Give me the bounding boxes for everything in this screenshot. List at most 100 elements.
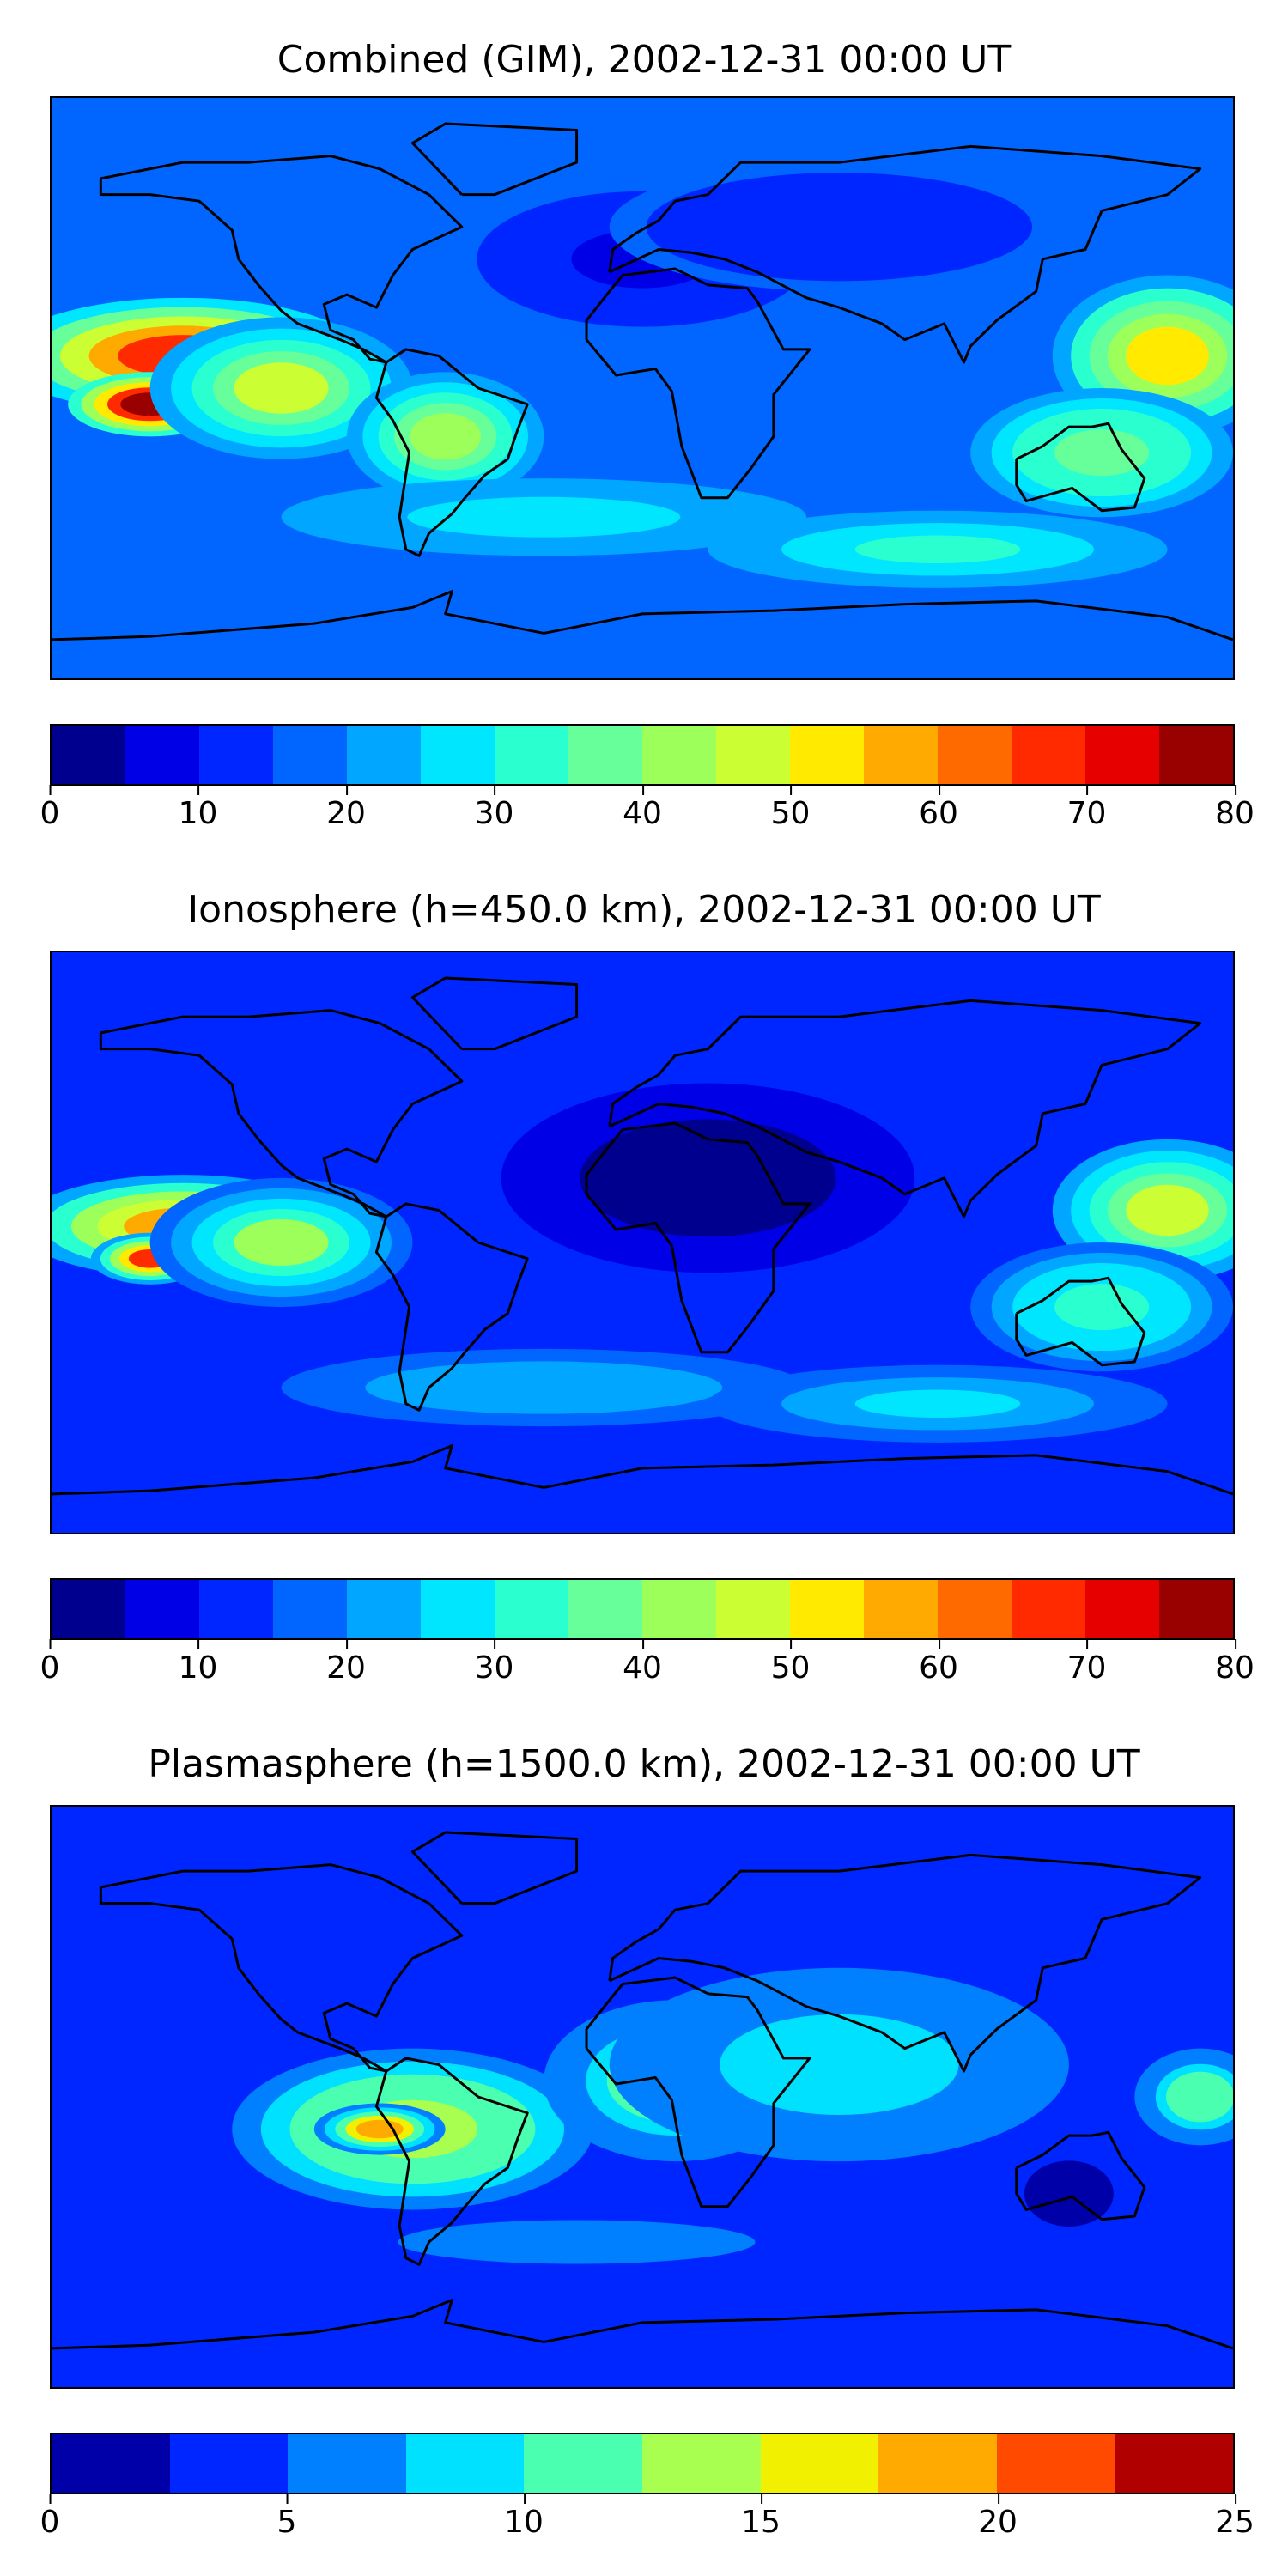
colorbar-swatch — [878, 2434, 997, 2493]
coastline — [410, 976, 579, 1051]
colorbar-tick-label: 40 — [623, 785, 662, 831]
coastline — [410, 122, 579, 197]
colorbar-tick-label: 50 — [770, 785, 811, 831]
tec-contour — [756, 2029, 922, 2100]
colorbar-swatch — [52, 726, 125, 784]
tec-contour — [756, 204, 922, 251]
tec-contour — [854, 1389, 1021, 1419]
colorbar-tick-label: 70 — [1066, 1639, 1107, 1686]
tec-contour — [619, 1137, 797, 1219]
colorbar-swatch — [938, 1580, 1012, 1638]
colorbar-tick-label: 10 — [504, 2494, 544, 2540]
coastline — [99, 1009, 464, 1218]
panel-combined: Combined (GIM), 2002-12-31 00:00 UT 0 10 2… — [0, 0, 1288, 859]
coastline — [608, 144, 1202, 364]
colorbar-swatch — [1159, 726, 1233, 784]
tec-contour — [854, 535, 1021, 564]
coastline — [1015, 1276, 1146, 1367]
colorbar-swatch — [495, 726, 568, 784]
colorbar-swatch — [1159, 1580, 1233, 1638]
tec-contour — [1054, 1284, 1150, 1331]
colorbar-tick-label: 50 — [770, 1639, 811, 1686]
colorbar-swatch — [641, 2434, 761, 2493]
tec-contour — [1176, 2079, 1224, 2115]
colorbar — [50, 1578, 1235, 1640]
colorbar-swatch — [347, 726, 421, 784]
coastline — [99, 1863, 464, 2073]
colorbar — [50, 2433, 1235, 2494]
colorbar-swatch — [125, 726, 199, 784]
tec-map — [50, 951, 1235, 1534]
panel-title: Combined (GIM), 2002-12-31 00:00 UT — [276, 38, 1012, 82]
coastline — [374, 1202, 529, 1412]
colorbar-swatch — [996, 2434, 1115, 2493]
colorbar-tick-label: 10 — [178, 1639, 218, 1686]
coastline — [52, 2299, 1233, 2350]
panel-ionosphere: Ionosphere (h=450.0 km), 2002-12-31 00:0… — [40, 888, 1255, 1703]
colorbar-tick-label: 30 — [474, 1639, 514, 1686]
tec-map — [50, 1805, 1235, 2389]
colorbar-swatch — [760, 2434, 879, 2493]
colorbar-swatch — [1012, 1580, 1085, 1638]
colorbar-tick-label: 30 — [474, 785, 514, 831]
colorbar-swatch — [405, 2434, 525, 2493]
coastline — [374, 2057, 529, 2266]
colorbar-swatch — [1085, 1580, 1159, 1638]
colorbar-ticks: 0 10 20 30 40 50 60 70 80 — [40, 1639, 1255, 1703]
colorbar-tick-label: 0 — [39, 2494, 60, 2540]
map-svg — [52, 952, 1233, 1533]
colorbar-swatch — [716, 726, 790, 784]
colorbar-tick-label: 60 — [919, 1639, 958, 1686]
panel-title: Ionosphere (h=450.0 km), 2002-12-31 00:0… — [187, 888, 1101, 932]
colorbar-tick-label: 0 — [39, 785, 60, 831]
colorbar-swatch — [169, 2434, 289, 2493]
tec-contour — [1054, 429, 1150, 477]
colorbar-tick-label: 5 — [276, 2494, 297, 2540]
colorbar-swatch — [642, 1580, 716, 1638]
colorbar-tick-label: 25 — [1215, 2494, 1255, 2540]
colorbar-swatch — [790, 1580, 864, 1638]
colorbar-tick-label: 40 — [623, 1639, 662, 1686]
colorbar-ticks: 0 5 10 15 20 25 — [40, 2494, 1255, 2557]
colorbar-tick-label: 15 — [741, 2494, 781, 2540]
colorbar-tick-label: 60 — [919, 785, 958, 831]
colorbar-tick-label: 10 — [178, 785, 218, 831]
colorbar-swatch — [524, 2434, 642, 2493]
colorbar-swatch — [642, 726, 716, 784]
coastline — [52, 590, 1233, 641]
colorbar-tick-label: 80 — [1215, 1639, 1255, 1686]
map-svg — [52, 1807, 1233, 2387]
tec-contour — [482, 2230, 671, 2254]
colorbar-swatch — [1085, 726, 1159, 784]
colorbar-ticks: 0 10 20 30 40 50 60 70 80 — [40, 785, 1255, 848]
colorbar-swatch — [199, 726, 273, 784]
colorbar-swatch — [568, 1580, 642, 1638]
colorbar-swatch — [273, 726, 347, 784]
coastline — [585, 1976, 811, 2208]
colorbar-swatch — [716, 1580, 790, 1638]
colorbar-swatch — [52, 1580, 125, 1638]
colorbar-swatch — [864, 726, 938, 784]
colorbar-swatch — [864, 1580, 938, 1638]
colorbar-swatch — [1115, 2434, 1233, 2493]
map-svg — [52, 98, 1233, 678]
colorbar-swatch — [790, 726, 864, 784]
colorbar-tick-label: 20 — [978, 2494, 1018, 2540]
coastline — [585, 1121, 811, 1354]
tec-contour — [355, 2119, 404, 2139]
colorbar-swatch — [273, 1580, 347, 1638]
tec-contour — [449, 1373, 639, 1402]
colorbar-swatch — [421, 726, 495, 784]
coastline — [374, 348, 529, 557]
tec-contour — [234, 362, 329, 414]
tec-contour — [449, 502, 639, 532]
colorbar-swatch — [1012, 726, 1085, 784]
coastline — [1015, 2130, 1146, 2221]
colorbar-swatch — [568, 726, 642, 784]
coastline — [585, 267, 811, 500]
coastline — [1015, 422, 1146, 513]
colorbar-swatch — [347, 1580, 421, 1638]
colorbar-swatch — [421, 1580, 495, 1638]
coastline — [99, 155, 464, 364]
